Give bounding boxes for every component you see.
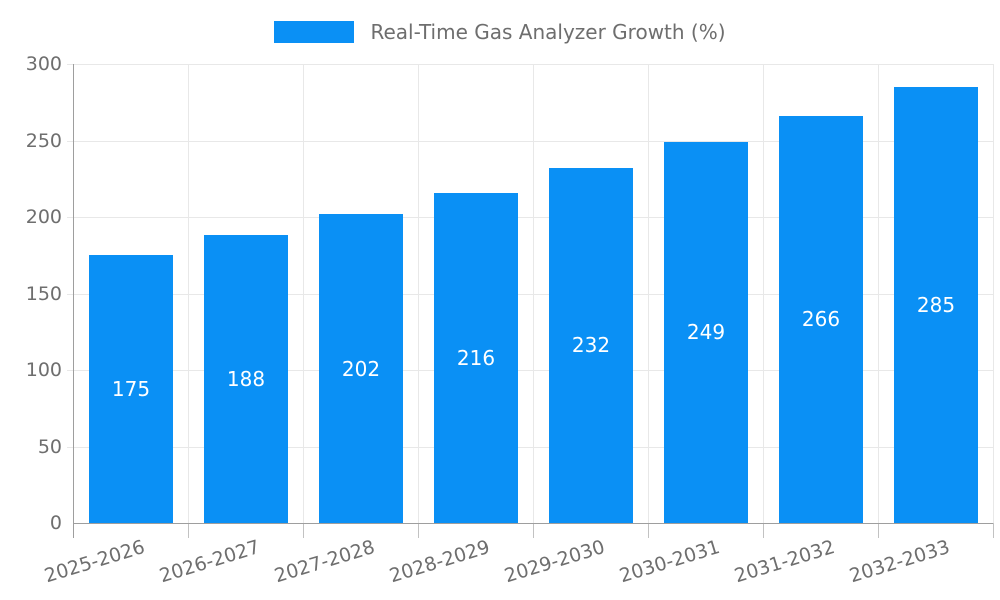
gridline-horizontal [67,447,993,448]
bar[interactable]: 216 [434,193,518,523]
y-axis-line [73,64,74,538]
x-axis-tick [533,523,534,538]
gridline-vertical [993,64,994,523]
gridline-vertical [533,64,534,523]
x-axis-tick [418,523,419,538]
y-axis-tick-label: 300 [25,53,62,75]
bar[interactable]: 249 [664,142,748,523]
bar[interactable]: 232 [549,168,633,523]
y-axis-tick-label: 0 [49,512,62,534]
x-axis-tick [303,523,304,538]
gridline-horizontal [67,294,993,295]
x-axis-line [73,523,993,524]
bar-value-label: 266 [801,307,841,331]
gridline-vertical [303,64,304,523]
bar-value-label: 202 [341,357,381,381]
gridline-vertical [648,64,649,523]
y-axis-tick-label: 100 [25,359,62,381]
x-axis-tick [878,523,879,538]
legend-item[interactable]: Real-Time Gas Analyzer Growth (%) [0,14,1000,50]
y-axis-tick-label: 150 [25,283,62,305]
bar-value-label: 249 [686,320,726,344]
bar[interactable]: 202 [319,214,403,523]
bar-value-label: 285 [916,293,956,317]
gridline-vertical [763,64,764,523]
y-axis-tick-label: 50 [37,436,62,458]
y-axis-tick-label: 200 [25,206,62,228]
gridline-vertical [188,64,189,523]
bar-value-label: 216 [456,346,496,370]
x-axis-tick [993,523,994,538]
bar[interactable]: 175 [89,255,173,523]
y-axis-tick-label: 250 [25,130,62,152]
x-axis-tick [763,523,764,538]
legend-swatch [274,21,355,43]
bar-value-label: 232 [571,333,611,357]
gridline-horizontal [67,217,993,218]
bar[interactable]: 188 [204,235,288,523]
gridline-horizontal [67,64,993,65]
gridline-horizontal [67,141,993,142]
bar[interactable]: 266 [779,116,863,523]
bar[interactable]: 285 [894,87,978,523]
bar-value-label: 175 [111,377,151,401]
bar-value-label: 188 [226,367,266,391]
gridline-vertical [418,64,419,523]
x-axis-tick [648,523,649,538]
legend-label: Real-Time Gas Analyzer Growth (%) [370,20,726,44]
gridline-horizontal [67,370,993,371]
gridline-vertical [878,64,879,523]
x-axis-tick [188,523,189,538]
